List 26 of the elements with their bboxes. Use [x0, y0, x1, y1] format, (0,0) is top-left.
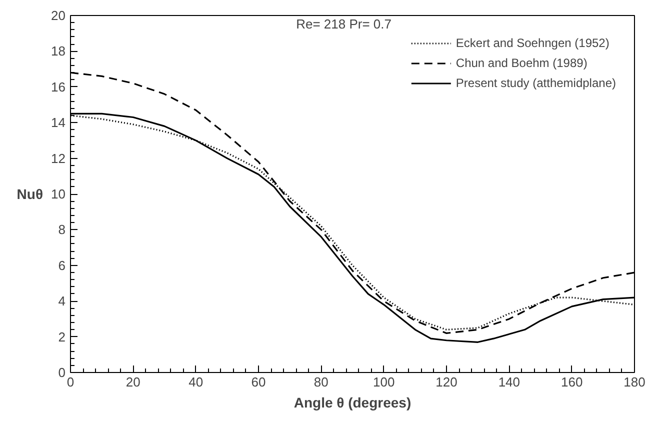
x-tick-label: 60	[251, 374, 266, 390]
y-tick-label: 14	[51, 115, 66, 130]
x-tick-label: 160	[560, 374, 583, 390]
x-tick-label: 100	[372, 374, 395, 390]
legend-label: Chun and Boehm (1989)	[456, 56, 588, 70]
x-axis-title: Angle θ (degrees)	[294, 394, 412, 410]
x-tick-label: 140	[498, 374, 520, 390]
x-tick-label: 80	[314, 374, 328, 390]
y-axis-title: Nuθ	[16, 186, 44, 202]
y-tick-label: 12	[51, 150, 66, 166]
y-tick-label: 2	[58, 329, 66, 344]
y-tick-label: 10	[51, 186, 66, 202]
y-tick-label: 0	[58, 365, 66, 380]
legend-label: Present study (atthemidplane)	[456, 76, 616, 90]
annotation: Re= 218 Pr= 0.7	[296, 16, 392, 32]
y-tick-label: 16	[51, 79, 66, 94]
x-tick-label: 40	[188, 374, 204, 390]
legend-label: Eckert and Soehngen (1952)	[456, 36, 610, 50]
y-tick-label: 20	[51, 8, 66, 23]
y-tick-label: 6	[58, 258, 66, 273]
y-tick-label: 18	[51, 44, 66, 59]
y-tick-label: 4	[58, 294, 66, 309]
y-tick-label: 8	[58, 222, 66, 238]
x-tick-label: 20	[126, 374, 140, 390]
x-tick-label: 120	[436, 374, 458, 390]
x-tick-label: 180	[624, 374, 646, 390]
